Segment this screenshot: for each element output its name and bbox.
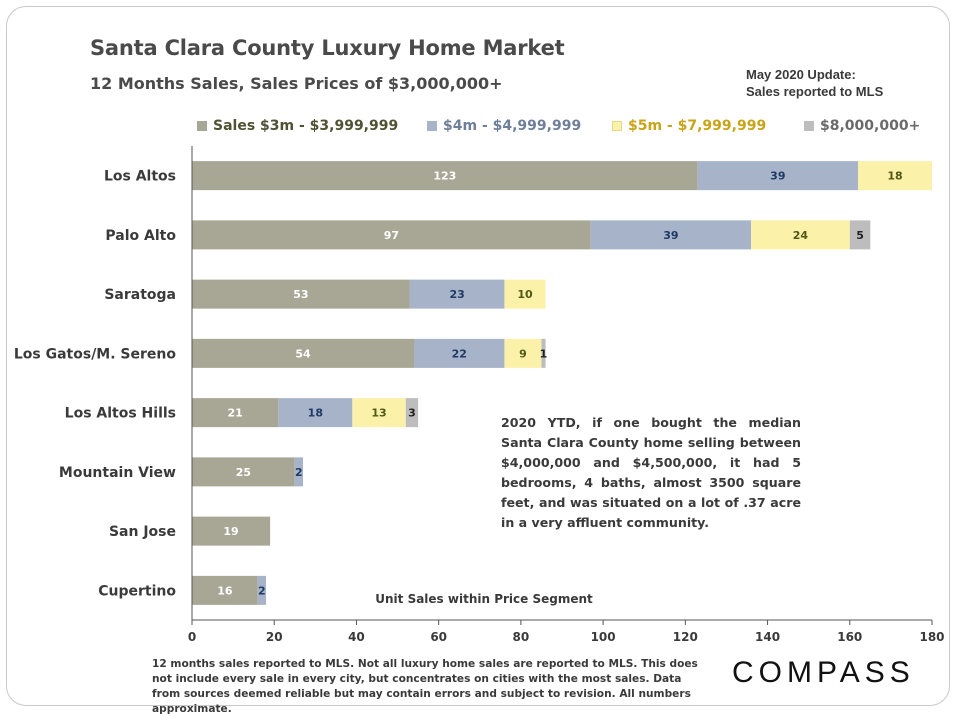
x-axis-label: Unit Sales within Price Segment [375, 592, 593, 606]
category-label: Palo Alto [105, 228, 176, 244]
data-label: 23 [450, 288, 465, 301]
data-label: 5 [856, 229, 864, 242]
bar-segment [192, 279, 410, 309]
bar-segment [192, 516, 271, 546]
bar-segment [541, 338, 546, 368]
legend-label: Sales $3m - $3,999,999 [213, 118, 399, 134]
data-label: 53 [293, 288, 308, 301]
data-label: 54 [295, 347, 311, 360]
legend-swatch [804, 121, 814, 131]
update-note: May 2020 Update: Sales reported to MLS [746, 67, 884, 99]
bar-segment [409, 279, 505, 309]
data-label: 9 [519, 347, 527, 360]
category-label: Mountain View [59, 465, 176, 481]
legend-label: $4m - $4,999,999 [443, 118, 582, 134]
data-label: 10 [517, 288, 533, 301]
data-label: 21 [228, 407, 243, 420]
legend-label: $8,000,000+ [820, 118, 921, 134]
legend-label: $5m - $7,999,999 [628, 118, 767, 134]
compass-logo: COMPASS [732, 656, 915, 689]
data-label: 18 [887, 170, 902, 183]
data-label: 39 [663, 229, 678, 242]
data-label: 1 [540, 347, 548, 360]
legend-swatch [612, 121, 622, 131]
category-label: Saratoga [104, 287, 176, 303]
category-label: Cupertino [98, 583, 176, 599]
data-label: 25 [236, 466, 251, 479]
bar-segment [192, 398, 279, 428]
x-tick-label: 20 [266, 630, 283, 644]
bar-segment [352, 398, 406, 428]
bar-segment [278, 398, 353, 428]
x-tick-label: 60 [430, 630, 447, 644]
data-label: 19 [223, 525, 238, 538]
bar-segment [192, 338, 414, 368]
bar-segment [192, 457, 295, 487]
bar-segment [849, 220, 871, 250]
bar-segment [858, 161, 932, 191]
x-tick-label: 120 [673, 630, 698, 644]
category-label: Los Gatos/M. Sereno [14, 346, 177, 362]
data-label: 123 [433, 170, 456, 183]
chart-title: Santa Clara County Luxury Home Market [90, 36, 565, 60]
bar-segment [504, 279, 546, 309]
x-tick-label: 80 [513, 630, 530, 644]
legend-item-5m: $5m - $7,999,999 [612, 118, 766, 134]
annotation-text: 2020 YTD, if one bought the median Santa… [501, 415, 801, 530]
data-label: 97 [384, 229, 399, 242]
bar-segment [192, 161, 698, 191]
bar-segment [504, 338, 542, 368]
bar-segment [414, 338, 505, 368]
bar-segment [192, 575, 258, 605]
x-tick-label: 160 [837, 630, 862, 644]
x-tick-label: 40 [348, 630, 365, 644]
legend-item-8m: $8,000,000+ [804, 118, 920, 134]
data-label: 13 [371, 407, 386, 420]
bar-segment [751, 220, 850, 250]
x-tick-label: 180 [919, 630, 944, 644]
data-label: 2 [295, 466, 303, 479]
legend-item-4m: $4m - $4,999,999 [427, 118, 581, 134]
bar-segment [697, 161, 858, 191]
footnote: 12 months sales reported to MLS. Not all… [152, 658, 698, 715]
bar-segment [405, 398, 419, 428]
bar-segment [257, 575, 266, 605]
bar-segment [294, 457, 303, 487]
data-label: 16 [217, 584, 233, 597]
legend-swatch [197, 121, 207, 131]
bar-segment [192, 220, 591, 250]
data-label: 24 [793, 229, 809, 242]
data-label: 3 [408, 407, 416, 420]
category-labels: Los Altos Palo Alto Saratoga Los Gatos/M. S… [14, 169, 177, 600]
legend-item-3m: Sales $3m - $3,999,999 [197, 118, 398, 134]
chart-subtitle: 12 Months Sales, Sales Prices of $3,000,… [90, 74, 503, 93]
bars-layer: 123 39 18 97 39 24 5 53 23 10 54 22 9 1 21 18 13 3 25 2 19 16… [192, 161, 932, 605]
x-axis: 0 20 40 60 80 100 120 140 160 180 [188, 146, 945, 644]
data-label: 22 [452, 347, 467, 360]
data-label: 18 [308, 407, 323, 420]
x-tick-label: 140 [755, 630, 780, 644]
data-label: 39 [770, 170, 785, 183]
x-tick-label: 100 [591, 630, 616, 644]
category-label: Los Altos [104, 169, 176, 185]
category-label: Los Altos Hills [65, 406, 176, 422]
bar-segment [590, 220, 752, 250]
data-label: 2 [258, 584, 266, 597]
x-tick-label: 0 [188, 630, 196, 644]
category-label: San Jose [109, 524, 176, 540]
legend-swatch [427, 121, 437, 131]
